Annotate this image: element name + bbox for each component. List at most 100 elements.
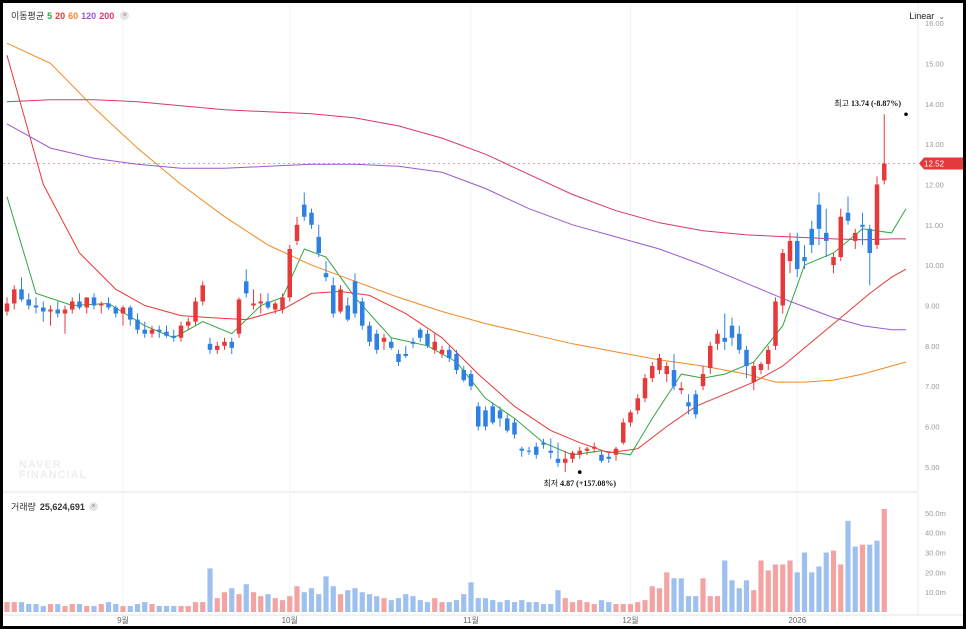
candle-body [751, 366, 756, 383]
volume-bar [671, 578, 677, 612]
candle-body [686, 402, 691, 407]
candle [26, 293, 31, 310]
ma-60-label[interactable]: 60 [68, 10, 79, 21]
candle [787, 232, 793, 274]
candle-body [461, 370, 466, 381]
ma-legend-title: 이동평균 [11, 11, 45, 21]
candle-body [845, 212, 851, 221]
candle-body [584, 448, 590, 451]
volume-bar [171, 606, 177, 612]
time-tick-label: 9월 [117, 615, 129, 625]
ma-120-label[interactable]: 120 [81, 10, 97, 21]
candle-body [541, 442, 546, 445]
candle-body [497, 410, 503, 419]
volume-bar [105, 602, 112, 612]
ma-5-label[interactable]: 5 [47, 10, 53, 21]
volume-bar [62, 606, 68, 612]
volume-bar [330, 586, 336, 612]
watermark-line2: FINANCIAL [19, 469, 88, 481]
candle-body [70, 301, 75, 310]
candle-body [265, 301, 271, 308]
candle-body [534, 446, 539, 455]
volume-bar [736, 588, 742, 612]
candle-body [215, 345, 220, 350]
volume-bar [642, 600, 648, 612]
volume-bar [475, 598, 481, 612]
price-tick-label: 16.00 [925, 19, 944, 28]
volume-bar [649, 586, 655, 612]
candle-body [439, 349, 445, 354]
candle [106, 297, 111, 310]
candle-body [758, 363, 764, 371]
volume-bar [845, 520, 851, 612]
candle [584, 446, 590, 455]
candle [309, 208, 314, 229]
ma-200-label[interactable]: 200 [99, 10, 115, 21]
candle-body [193, 301, 198, 322]
watermark-logo: NAVER FINANCIAL [19, 459, 88, 481]
volume-label: 거래량 [11, 502, 36, 512]
scale-toggle-button[interactable]: Linear ⌄ [909, 11, 945, 21]
candle [403, 345, 408, 358]
candle [447, 345, 452, 362]
candle-body [236, 299, 242, 334]
volume-bar [881, 508, 887, 612]
candle-body [512, 422, 517, 435]
candle [389, 337, 394, 350]
volume-bar [316, 594, 322, 612]
candle [316, 224, 321, 258]
volume-bar [98, 604, 104, 612]
candle [19, 277, 24, 302]
candle-body [396, 353, 401, 362]
high-annotation: 최고 13.74 (-8.87%) [834, 98, 901, 108]
volume-bar [229, 588, 235, 612]
ma-legend: 이동평균 5 20 60 120 200 × [11, 9, 130, 22]
candle-body [4, 303, 10, 312]
candle [41, 301, 46, 322]
candle-body [766, 349, 771, 364]
candle [244, 269, 249, 298]
volume-bar [584, 602, 590, 612]
watermark-line1: NAVER [19, 459, 62, 471]
price-tick-label: 11.00 [925, 221, 943, 230]
volume-tick-label: 10.0m [925, 588, 946, 597]
ma-legend-close-icon[interactable]: × [120, 11, 130, 20]
candle-body [548, 450, 553, 453]
candle [215, 341, 220, 354]
candle [628, 410, 633, 427]
price-tick-label: 12.00 [925, 180, 944, 189]
candle [621, 418, 626, 445]
volume-bar [91, 606, 97, 612]
candle-body [229, 341, 234, 348]
candle-body [418, 329, 423, 338]
candle [758, 361, 764, 375]
current-price-tag [919, 157, 963, 170]
volume-bar [388, 600, 394, 612]
volume-bar [134, 604, 141, 612]
price-tick-label: 8.00 [925, 342, 940, 351]
candle-body [48, 309, 53, 312]
candle-body [838, 216, 843, 258]
candle-body [563, 458, 568, 463]
candle [766, 345, 771, 371]
candle [483, 406, 488, 431]
candle [577, 446, 582, 459]
candle [505, 414, 510, 433]
volume-bar [656, 588, 663, 612]
volume-bar [294, 586, 300, 612]
volume-value: 25,624,691 [39, 501, 85, 512]
candle [541, 438, 546, 449]
volume-close-icon[interactable]: × [88, 502, 98, 511]
volume-bar [149, 604, 155, 612]
low-marker [577, 470, 582, 474]
moving-average-lines [6, 42, 907, 456]
candle [526, 446, 532, 455]
candle [113, 305, 118, 318]
candle-body [802, 257, 807, 262]
volume-bar [265, 594, 271, 612]
candle-body [410, 341, 416, 344]
volume-bar [678, 578, 684, 612]
volume-bar [700, 578, 706, 612]
volume-bar [323, 576, 329, 612]
ma-20-label[interactable]: 20 [55, 10, 66, 21]
